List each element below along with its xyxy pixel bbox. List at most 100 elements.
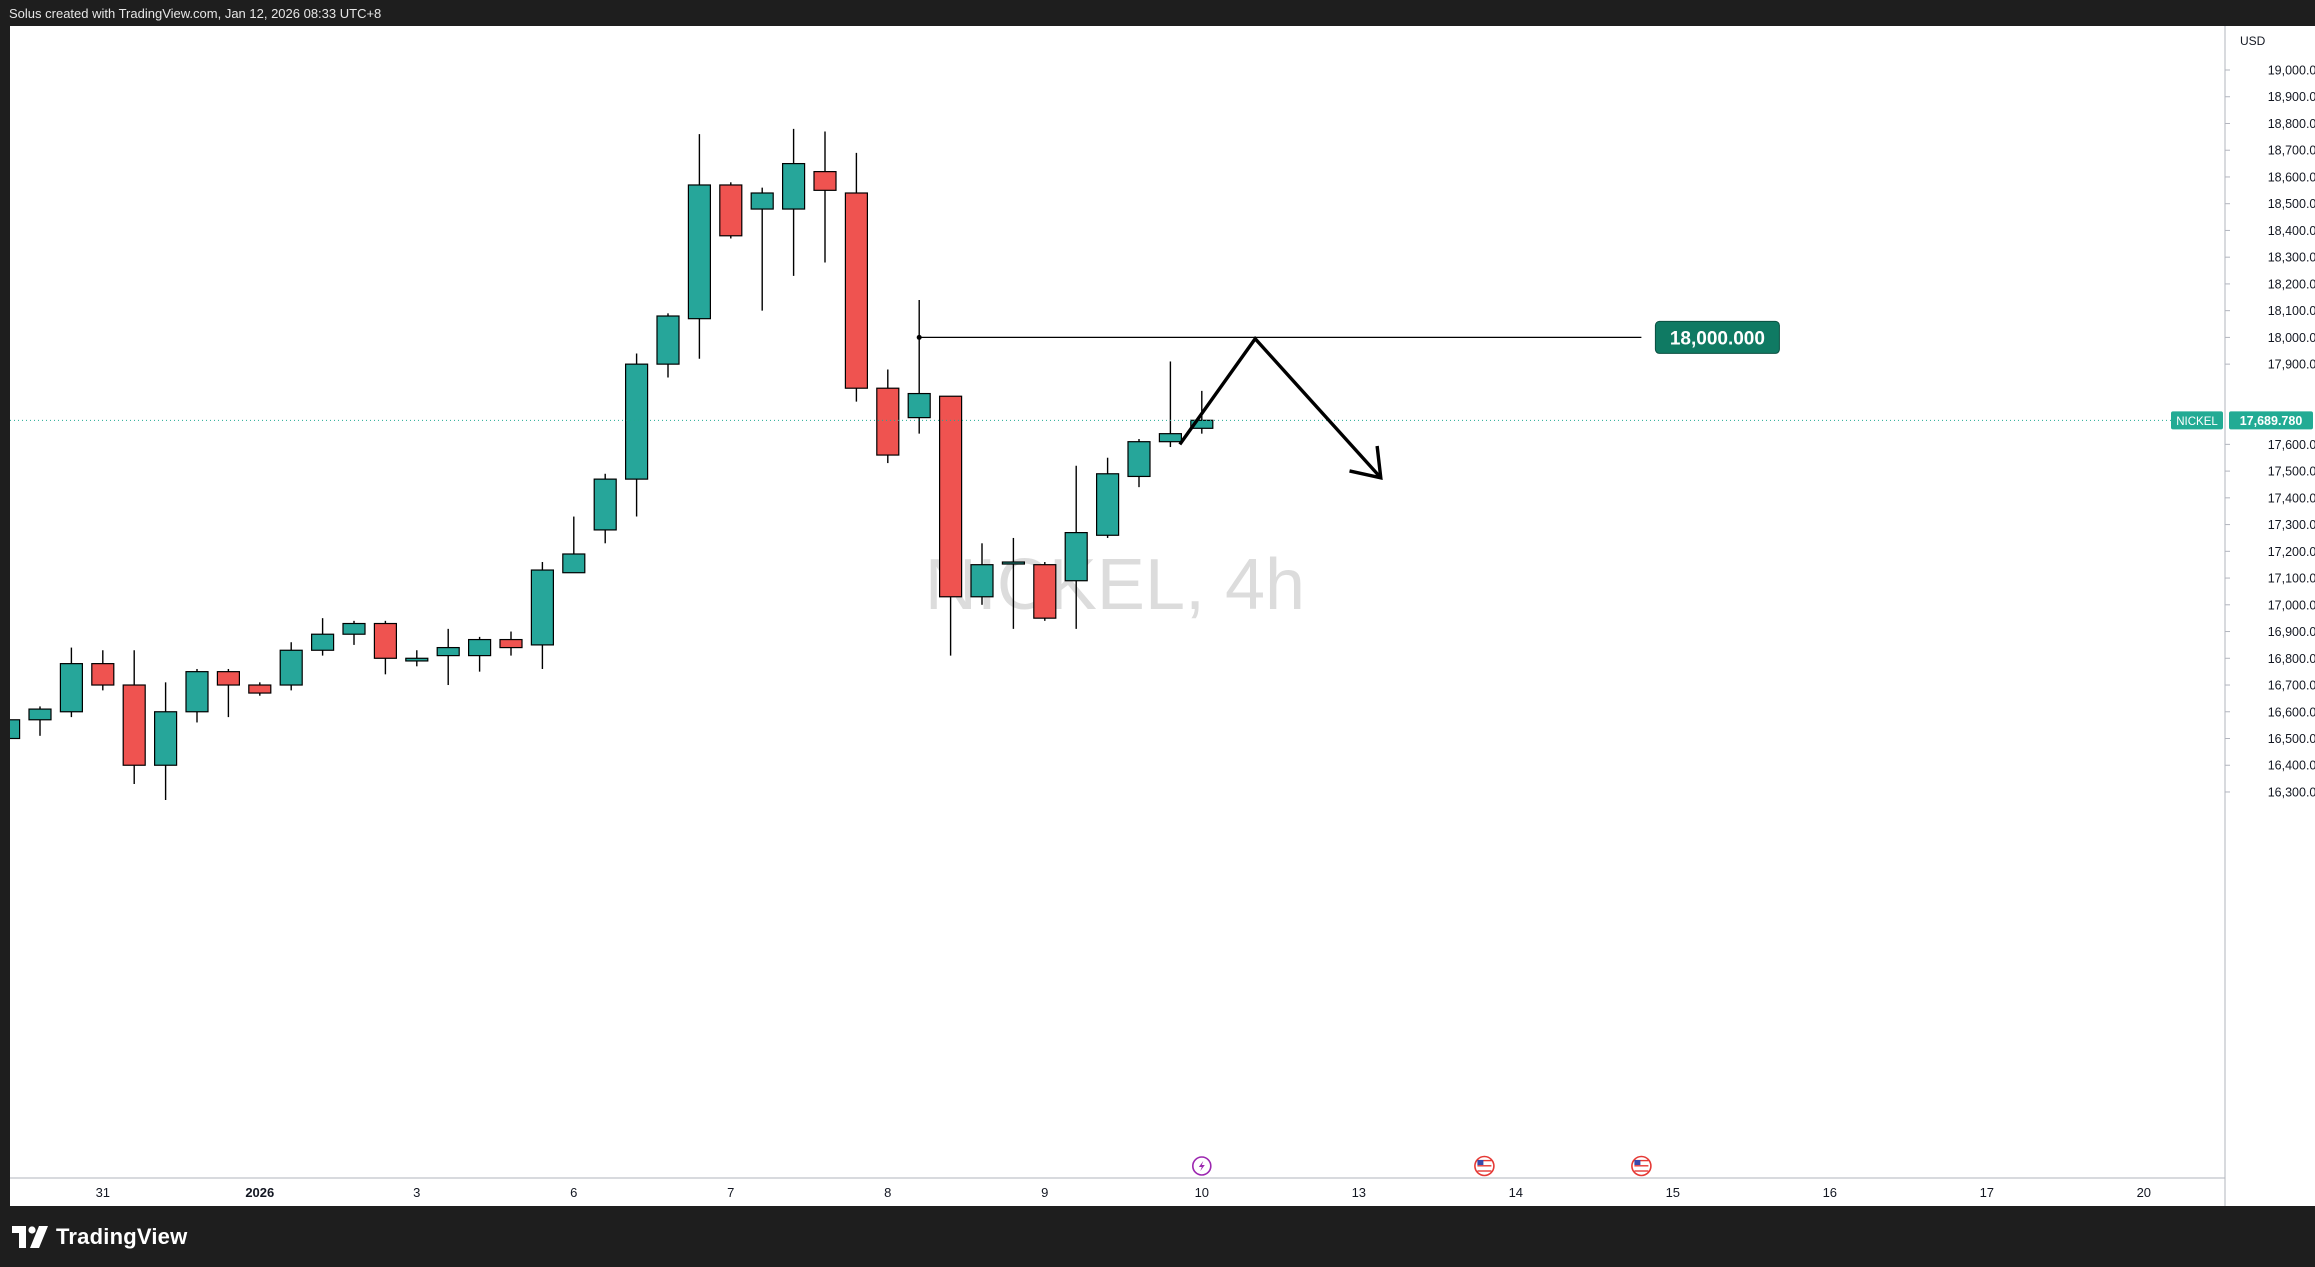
candle[interactable] — [593, 473, 617, 544]
price-tick-label: 18,600.000 — [2268, 170, 2315, 184]
candle-body — [624, 363, 649, 480]
us-economic-event-icon[interactable] — [1474, 1155, 1495, 1177]
candle[interactable] — [907, 299, 931, 434]
candle-body — [1033, 564, 1057, 619]
candle[interactable] — [624, 353, 649, 517]
level-badge-label: 18,000.000 — [1670, 328, 1765, 349]
candle[interactable] — [436, 628, 460, 686]
candle[interactable] — [1158, 361, 1183, 448]
time-tick-label: 3 — [413, 1185, 420, 1200]
candle[interactable] — [562, 516, 586, 574]
candlestick-chart[interactable]: NICKEL, 4h18,000.000USD16,300.00016,400.… — [10, 26, 2315, 1206]
current-price-badge[interactable] — [2229, 411, 2313, 430]
symbol-badge-label: NICKEL — [2176, 416, 2218, 428]
candle[interactable] — [279, 642, 303, 691]
price-axis[interactable]: USD 16,300.000 16,400.000 16,500.000 16,600.… — [2225, 34, 2315, 799]
candle[interactable] — [248, 682, 272, 696]
time-axis[interactable]: 31 2026 3 6 7 8 9 10 13 14 15 16 17 20 — [96, 1185, 2151, 1200]
projection-arrowhead — [1349, 445, 1383, 480]
candle-body — [91, 663, 115, 686]
candle[interactable] — [91, 650, 115, 691]
candle[interactable] — [154, 682, 178, 801]
time-tick-label: 9 — [1041, 1185, 1048, 1200]
price-tick-label: 18,700.000 — [2268, 144, 2315, 158]
candle[interactable] — [781, 128, 806, 276]
candles-group — [10, 128, 1214, 801]
price-tick-label: 16,500.000 — [2268, 732, 2315, 746]
candle[interactable] — [499, 631, 523, 656]
candle[interactable] — [750, 187, 774, 311]
time-tick-label: 13 — [1352, 1185, 1366, 1200]
candle[interactable] — [844, 152, 869, 402]
price-tick-label: 18,400.000 — [2268, 224, 2315, 238]
candle-body — [436, 646, 460, 657]
candle[interactable] — [687, 134, 712, 359]
candle[interactable] — [719, 182, 743, 239]
candle-body — [876, 387, 900, 456]
candle-body — [530, 569, 555, 646]
candle-body — [593, 478, 617, 531]
price-tick-label: 18,300.000 — [2268, 251, 2315, 265]
candle[interactable] — [530, 562, 555, 669]
price-tick-label: 17,500.000 — [2268, 465, 2315, 479]
candle-body — [1001, 561, 1026, 565]
candle[interactable] — [122, 650, 146, 784]
price-tick-label: 17,000.000 — [2268, 598, 2315, 612]
candle[interactable] — [1033, 562, 1057, 621]
chart-caption: Solus created with TradingView.com, Jan … — [9, 6, 382, 21]
candle[interactable] — [1095, 457, 1120, 538]
candle[interactable] — [311, 618, 335, 656]
candle-body — [122, 684, 146, 766]
candle-body — [248, 684, 272, 694]
header-bar: Solus created with TradingView.com, Jan … — [0, 0, 2315, 26]
projection-path[interactable] — [1178, 336, 1383, 479]
candle-body — [468, 638, 492, 657]
candle-body — [405, 657, 429, 662]
time-tick-label: 17 — [1980, 1185, 1994, 1200]
candle[interactable] — [405, 650, 429, 667]
candle-body — [154, 711, 178, 766]
tradingview-logo[interactable]: TradingView — [12, 1224, 187, 1250]
candle-body — [938, 395, 963, 598]
candle[interactable] — [28, 706, 52, 736]
chart-area[interactable]: NICKEL, 4h18,000.000USD16,300.00016,400.… — [10, 26, 2315, 1206]
symbol-badge[interactable] — [2171, 411, 2223, 430]
candle[interactable] — [342, 620, 366, 645]
candle-body — [687, 184, 712, 320]
candle[interactable] — [10, 717, 21, 752]
time-tick-label: 20 — [2137, 1185, 2151, 1200]
candle[interactable] — [1001, 537, 1026, 629]
time-tick-label: 16 — [1823, 1185, 1837, 1200]
candle[interactable] — [468, 636, 492, 672]
candle-body — [1064, 532, 1088, 582]
price-tick-label: 18,900.000 — [2268, 90, 2315, 104]
tradingview-logo-text: TradingView — [56, 1224, 188, 1249]
candle[interactable] — [185, 668, 209, 723]
candle[interactable] — [938, 395, 963, 656]
candle[interactable] — [656, 313, 680, 378]
candle-body — [562, 553, 586, 574]
tradingview-logo-icon — [12, 1226, 48, 1248]
candle[interactable] — [970, 543, 994, 605]
level-badge[interactable] — [1654, 320, 1780, 354]
candle[interactable] — [59, 647, 84, 718]
candle[interactable] — [1064, 465, 1088, 629]
time-tick-label: 8 — [884, 1185, 891, 1200]
candle[interactable] — [876, 369, 900, 464]
candle[interactable] — [216, 668, 240, 718]
level-line-anchor[interactable] — [916, 334, 922, 340]
candle[interactable] — [1127, 439, 1151, 488]
us-economic-event-icon[interactable] — [1631, 1155, 1652, 1177]
price-tick-label: 17,200.000 — [2268, 545, 2315, 559]
currency-label: USD — [2240, 34, 2266, 48]
time-tick-label: 15 — [1666, 1185, 1680, 1200]
candle[interactable] — [813, 131, 837, 263]
price-tick-label: 16,300.000 — [2268, 785, 2315, 799]
candle[interactable] — [373, 620, 397, 675]
candle-body — [373, 622, 397, 659]
price-tick-label: 18,500.000 — [2268, 197, 2315, 211]
price-tick-label: 17,100.000 — [2268, 572, 2315, 586]
candle-body — [750, 192, 774, 210]
dividend-event-icon[interactable] — [1192, 1156, 1212, 1176]
candle-body — [1127, 441, 1151, 478]
